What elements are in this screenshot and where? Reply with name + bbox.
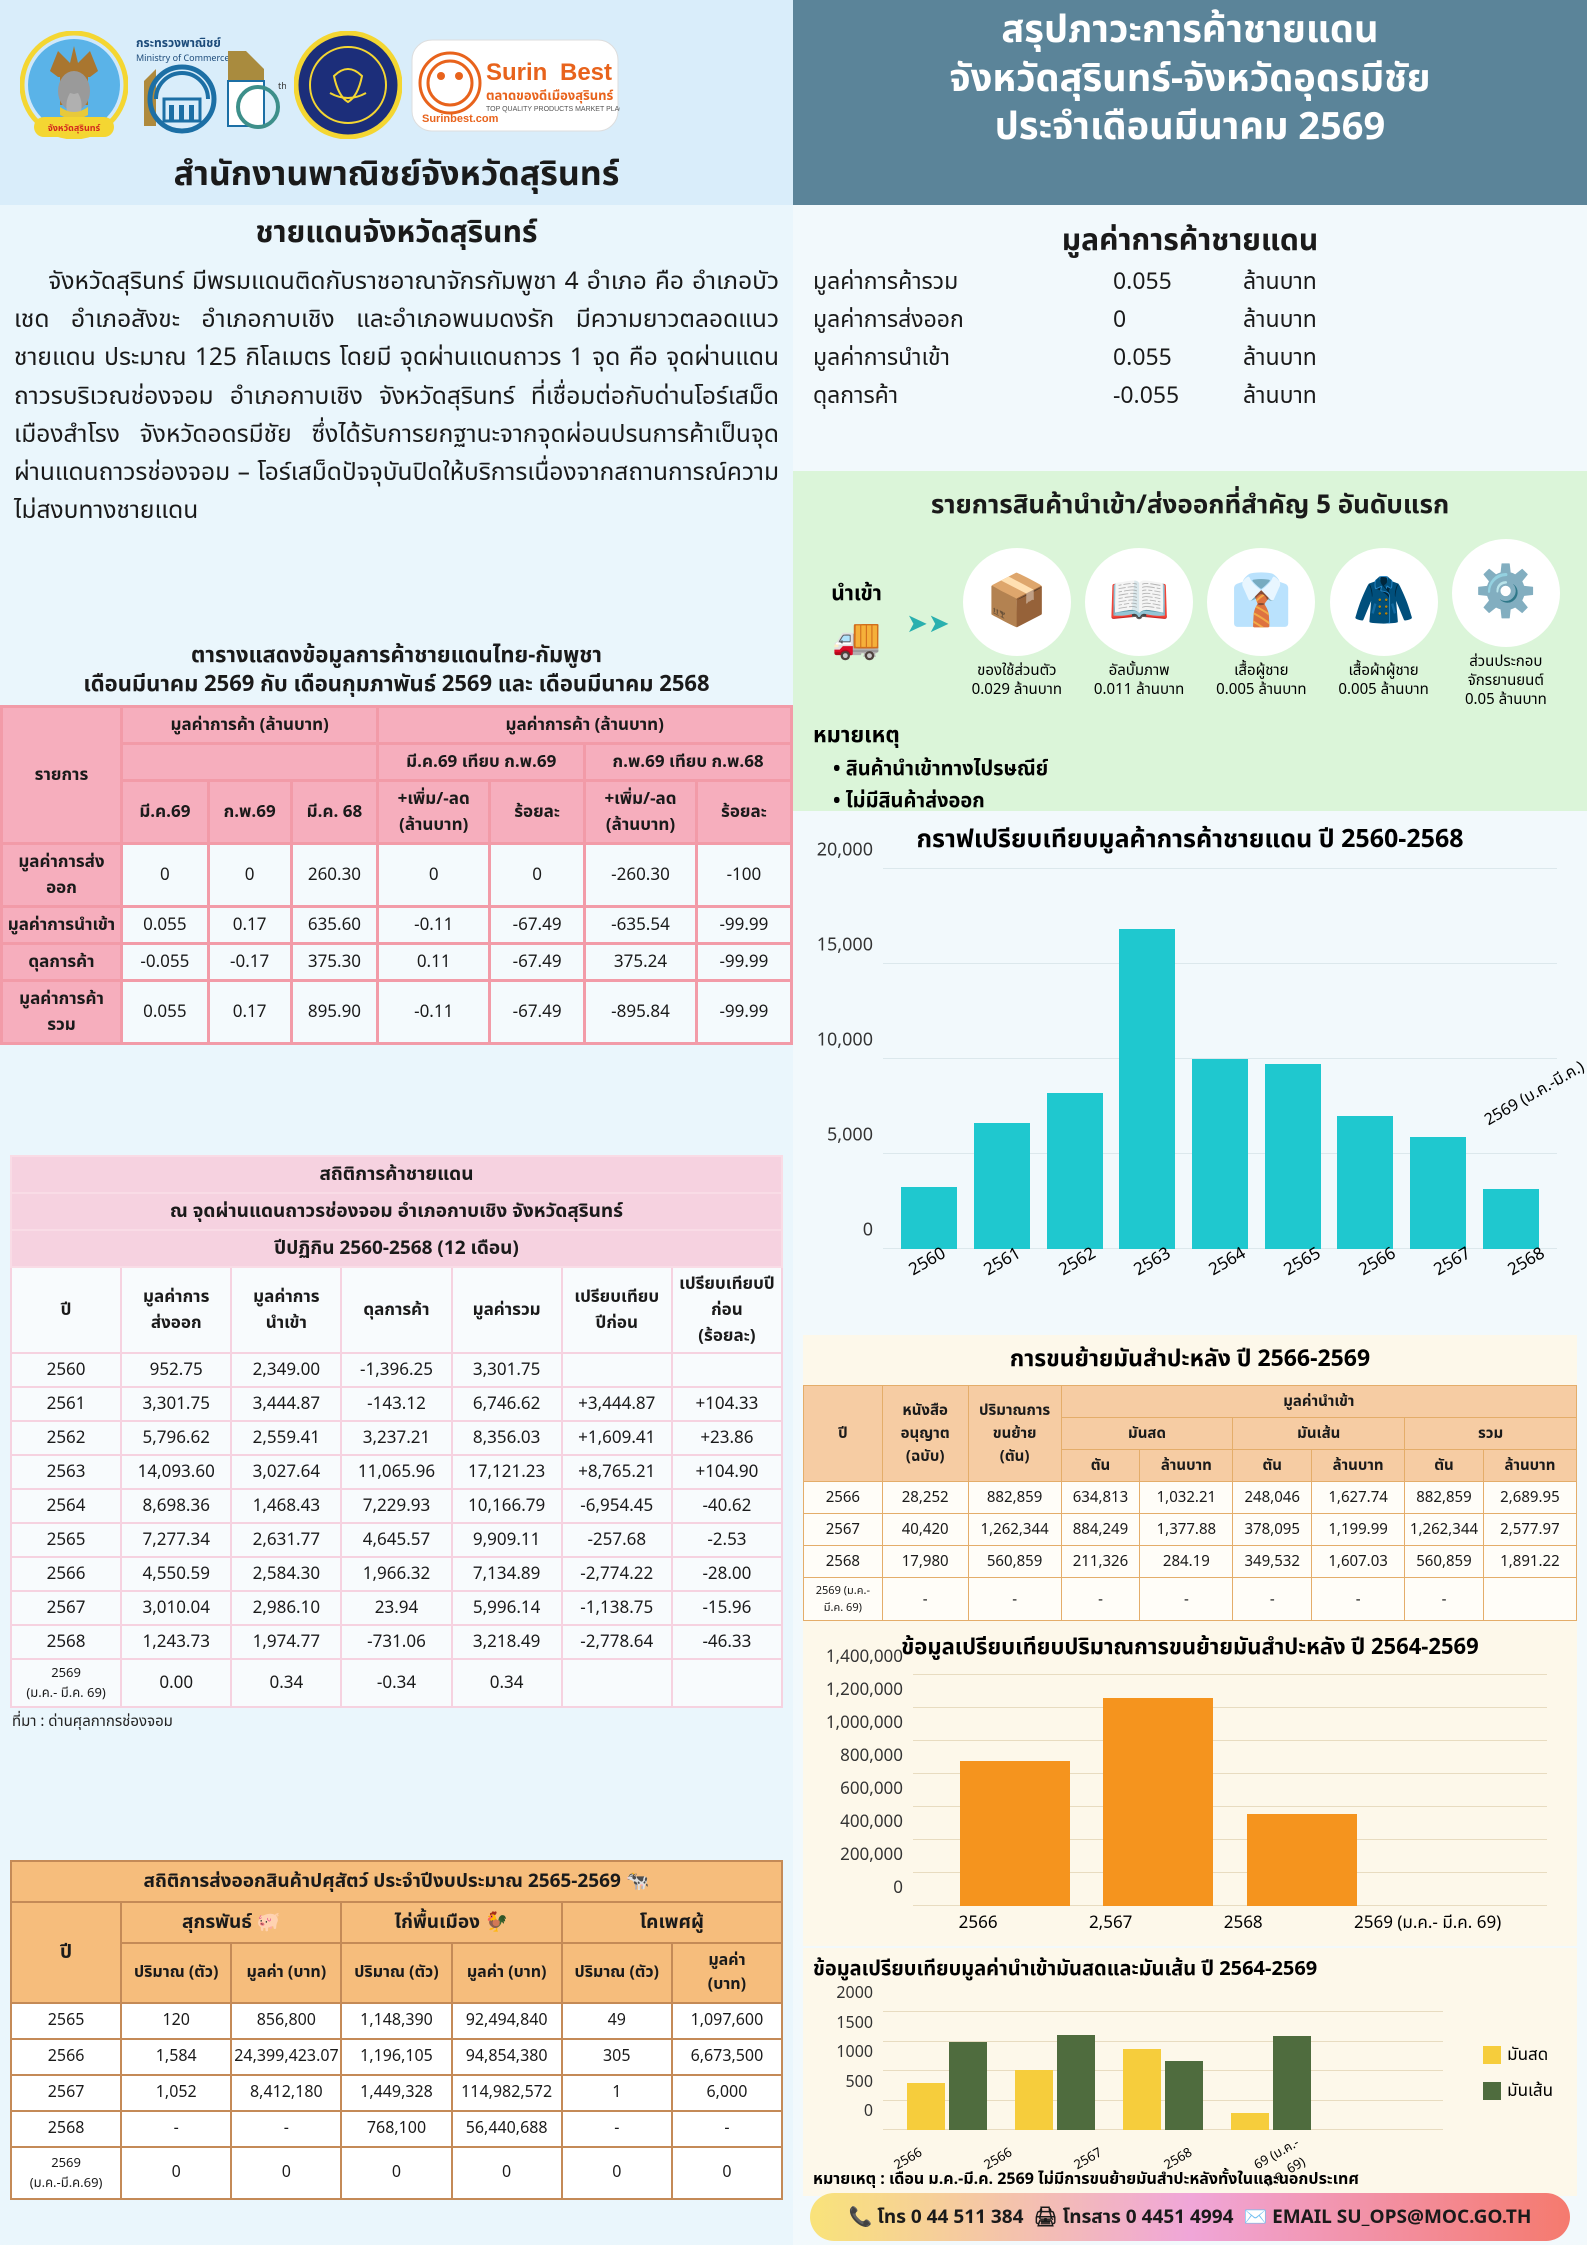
svg-text:th: th xyxy=(278,80,286,94)
svg-text:Ministry of Commerce: Ministry of Commerce xyxy=(136,52,229,66)
svg-text:กระทรวงพาณิชย์: กระทรวงพาณิชย์ xyxy=(136,35,221,53)
svg-text:ตลาดของดีเมืองสุรินทร์: ตลาดของดีเมืองสุรินทร์ xyxy=(486,86,614,106)
svg-text:Surinbest.com: Surinbest.com xyxy=(422,113,499,125)
svg-text:Surin: Surin xyxy=(486,59,547,86)
svg-text:จังหวัดสุรินทร์: จังหวัดสุรินทร์ xyxy=(48,122,101,136)
svg-text:TOP QUALITY PRODUCTS MARKET PL: TOP QUALITY PRODUCTS MARKET PLACE xyxy=(486,106,620,113)
svg-text:Best: Best xyxy=(560,59,612,86)
